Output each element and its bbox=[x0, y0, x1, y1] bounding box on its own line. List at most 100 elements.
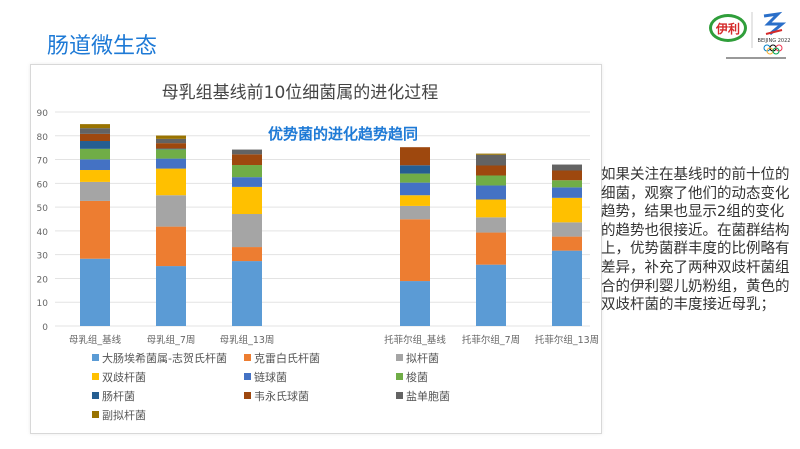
bar-segment-9-1 bbox=[156, 135, 186, 139]
x-tick-label: 托菲尔组_13周 bbox=[535, 334, 599, 346]
legend-item: 肠杆菌 bbox=[92, 388, 135, 404]
bar-segment-4-2 bbox=[232, 177, 262, 187]
bar-segment-3-2 bbox=[232, 186, 262, 215]
legend-item: 副拟杆菌 bbox=[92, 407, 146, 423]
bar-segment-8-5 bbox=[552, 164, 582, 171]
bar-segment-9-0 bbox=[80, 124, 110, 129]
legend-swatch bbox=[92, 373, 99, 380]
legend-label: 大肠埃希菌属-志贺氏杆菌 bbox=[102, 352, 227, 365]
bar-segment-3-4 bbox=[476, 199, 506, 218]
legend-swatch bbox=[396, 354, 403, 361]
bar-segment-1-5 bbox=[552, 236, 582, 251]
legend-swatch bbox=[92, 392, 99, 399]
bar-segment-8-4 bbox=[476, 154, 506, 166]
bar-segment-5-2 bbox=[232, 165, 262, 178]
bar-segment-7-0 bbox=[80, 133, 110, 142]
legend-item: 双歧杆菌 bbox=[92, 369, 146, 385]
y-tick-label: 10 bbox=[37, 299, 49, 309]
slide-title: 肠道微生态 bbox=[47, 34, 158, 59]
bar-segment-1-3 bbox=[400, 219, 430, 282]
legend-swatch bbox=[92, 354, 99, 361]
bar-segment-7-4 bbox=[476, 165, 506, 176]
legend-label: 肠杆菌 bbox=[102, 390, 135, 403]
y-tick-label: 20 bbox=[37, 275, 49, 285]
legend-swatch bbox=[244, 392, 251, 399]
svg-text:伊利: 伊利 bbox=[715, 21, 740, 36]
bar-segment-4-0 bbox=[80, 159, 110, 171]
legend-label: 链球菌 bbox=[254, 371, 287, 384]
bar-segment-0-5 bbox=[552, 250, 582, 326]
bar-segment-1-1 bbox=[156, 226, 186, 267]
y-tick-label: 60 bbox=[37, 180, 49, 190]
x-tick-label: 母乳组_13周 bbox=[220, 334, 275, 346]
bar-segment-3-5 bbox=[552, 197, 582, 223]
legend-label: 盐单胞菌 bbox=[406, 390, 450, 403]
chart-annotation: 优势菌的进化趋势趋同 bbox=[268, 125, 419, 143]
legend-item: 拟杆菌 bbox=[396, 350, 439, 366]
y-tick-label: 50 bbox=[37, 204, 49, 214]
y-tick-label: 90 bbox=[37, 109, 49, 119]
x-tick-label: 托菲尔组_7周 bbox=[462, 334, 520, 346]
legend-swatch bbox=[396, 392, 403, 399]
legend-swatch bbox=[396, 373, 403, 380]
x-tick-label: 母乳组_基线 bbox=[69, 334, 122, 346]
bar-segment-0-4 bbox=[476, 264, 506, 326]
bar-segment-0-0 bbox=[80, 258, 110, 326]
legend-item: 韦永氏球菌 bbox=[244, 388, 309, 404]
bar-segment-6-0 bbox=[80, 141, 110, 149]
x-tick-label: 母乳组_7周 bbox=[147, 334, 196, 346]
bar-segment-3-0 bbox=[80, 170, 110, 182]
bar-segment-7-5 bbox=[552, 170, 582, 181]
bar-segment-2-2 bbox=[232, 214, 262, 248]
bar-segment-1-0 bbox=[80, 200, 110, 259]
bar-segment-5-1 bbox=[156, 149, 186, 159]
legend-swatch bbox=[244, 354, 251, 361]
bar-segment-8-2 bbox=[232, 149, 262, 155]
bar-segment-7-3 bbox=[400, 147, 430, 166]
chart-panel bbox=[30, 64, 602, 434]
bar-segment-2-5 bbox=[552, 222, 582, 237]
bar-segment-7-1 bbox=[156, 143, 186, 149]
bar-segment-4-3 bbox=[400, 182, 430, 196]
bar-segment-3-1 bbox=[156, 168, 186, 196]
legend-item: 克雷白氏杆菌 bbox=[244, 350, 320, 366]
y-tick-label: 0 bbox=[42, 323, 48, 333]
legend-swatch bbox=[244, 373, 251, 380]
legend-label: 拟杆菌 bbox=[406, 352, 439, 365]
y-tick-label: 40 bbox=[37, 228, 49, 238]
bar-segment-4-5 bbox=[552, 187, 582, 198]
chart-title: 母乳组基线前10位细菌属的进化过程 bbox=[161, 83, 439, 103]
bar-segment-4-4 bbox=[476, 185, 506, 200]
side-description: 如果关注在基线时的前十位的细菌，观察了他们的动态变化趋势，结果也显示2组的变化的… bbox=[601, 167, 790, 314]
legend-label: 梭菌 bbox=[406, 371, 428, 384]
legend-item: 梭菌 bbox=[396, 369, 428, 385]
bar-segment-2-4 bbox=[476, 217, 506, 233]
bar-segment-2-0 bbox=[80, 181, 110, 201]
x-tick-label: 托菲尔组_基线 bbox=[384, 334, 446, 346]
legend-swatch bbox=[92, 411, 99, 418]
bar-segment-8-0 bbox=[80, 128, 110, 134]
bar-segment-7-2 bbox=[232, 154, 262, 166]
bar-segment-5-4 bbox=[476, 175, 506, 186]
bar-segment-0-2 bbox=[232, 261, 262, 326]
legend-item: 盐单胞菌 bbox=[396, 388, 450, 404]
bar-segment-4-1 bbox=[156, 158, 186, 169]
bar-segment-5-3 bbox=[400, 173, 430, 183]
bar-segment-5-0 bbox=[80, 148, 110, 160]
bar-segment-3-3 bbox=[400, 195, 430, 206]
legend-label: 双歧杆菌 bbox=[102, 371, 146, 384]
bar-segment-6-1 bbox=[156, 148, 186, 150]
bar-segment-9-4 bbox=[476, 153, 506, 155]
bar-segment-6-3 bbox=[400, 165, 430, 174]
legend-label: 副拟杆菌 bbox=[102, 409, 146, 422]
bar-segment-0-1 bbox=[156, 266, 186, 326]
bar-segment-1-4 bbox=[476, 232, 506, 265]
y-tick-label: 80 bbox=[37, 133, 49, 143]
bar-segment-5-5 bbox=[552, 180, 582, 188]
svg-text:BEIJING 2022: BEIJING 2022 bbox=[758, 38, 791, 44]
y-tick-label: 30 bbox=[37, 252, 49, 262]
bar-segment-0-3 bbox=[400, 281, 430, 326]
y-tick-label: 70 bbox=[37, 157, 49, 167]
bar-segment-8-1 bbox=[156, 138, 186, 144]
